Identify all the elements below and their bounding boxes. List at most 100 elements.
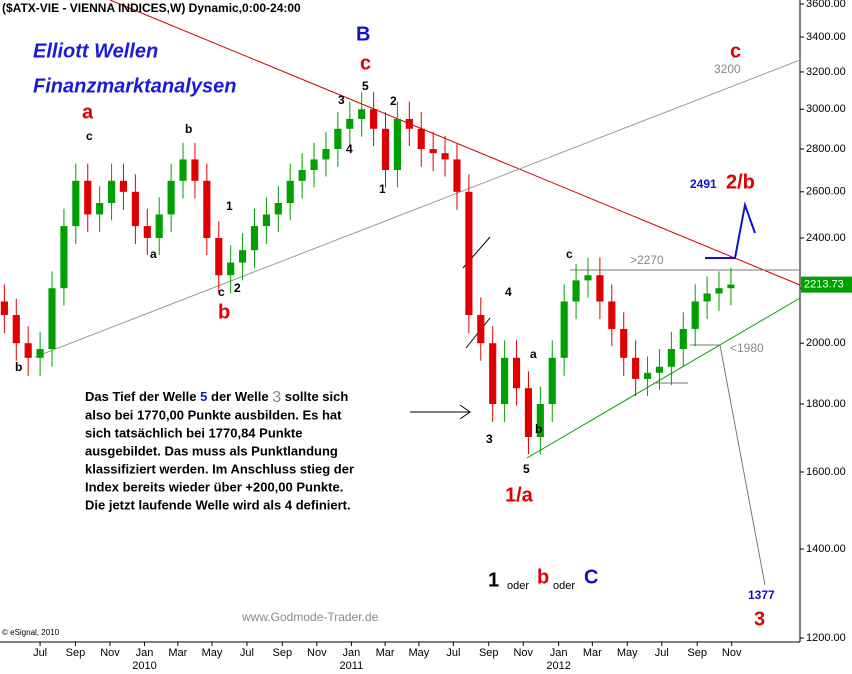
x-tick-label: Jul bbox=[655, 647, 669, 659]
candle-body bbox=[405, 118, 413, 129]
candle bbox=[60, 208, 68, 306]
candle-body bbox=[143, 226, 151, 238]
annotation: 3200 bbox=[714, 62, 741, 76]
candle-body bbox=[501, 357, 509, 405]
candle-body bbox=[691, 301, 699, 329]
annotation: C bbox=[584, 566, 598, 588]
annotation: B bbox=[356, 23, 370, 45]
trend-line bbox=[526, 297, 801, 459]
candle bbox=[489, 326, 497, 422]
candle-body bbox=[24, 343, 32, 358]
annotation: a bbox=[530, 347, 537, 361]
note-text: 5 bbox=[200, 389, 207, 404]
candle bbox=[334, 112, 342, 167]
candle bbox=[381, 112, 390, 188]
annotation: 2/b bbox=[726, 171, 755, 193]
candle bbox=[119, 163, 128, 210]
candle bbox=[536, 386, 544, 455]
annotation: www.Godmode-Trader.de bbox=[241, 610, 379, 624]
candle-body bbox=[441, 153, 449, 160]
note-text: 3 bbox=[272, 389, 281, 406]
annotation: 1/a bbox=[505, 484, 534, 506]
annotation: 3 bbox=[486, 432, 493, 446]
candle bbox=[596, 257, 604, 320]
candle bbox=[643, 356, 652, 397]
x-tick-label: May bbox=[617, 647, 638, 659]
candle-body bbox=[0, 301, 8, 316]
note-text: Die jetzt laufende Welle wird als 4 defi… bbox=[85, 497, 351, 512]
candle-body bbox=[227, 262, 235, 276]
candle bbox=[298, 153, 306, 199]
y-tick-label: 2800.00 bbox=[806, 143, 846, 155]
candle-body bbox=[429, 149, 437, 154]
candle bbox=[203, 163, 211, 256]
candle bbox=[322, 131, 330, 177]
candle-body bbox=[84, 180, 92, 215]
y-tick-label: 1200.00 bbox=[806, 632, 846, 644]
candle-body bbox=[584, 275, 592, 281]
candle bbox=[155, 197, 163, 256]
note-text: Das Tief der Welle bbox=[85, 389, 197, 404]
annotation: Finanzmarktanalysen bbox=[33, 75, 236, 97]
projection-line bbox=[719, 344, 766, 586]
candle bbox=[667, 331, 675, 386]
x-year-label: 2012 bbox=[546, 660, 570, 672]
candle bbox=[703, 276, 711, 320]
candle bbox=[417, 112, 425, 167]
candle bbox=[262, 197, 270, 245]
annotation: 1 bbox=[379, 182, 386, 196]
annotation: b bbox=[535, 422, 542, 436]
candle-body bbox=[191, 159, 199, 181]
candle bbox=[12, 298, 20, 361]
annotation: 4 bbox=[505, 285, 512, 299]
candle-body bbox=[36, 349, 44, 358]
annotation: oder bbox=[507, 580, 529, 592]
candle-body bbox=[381, 128, 390, 171]
candle bbox=[250, 208, 259, 268]
candle-body bbox=[12, 315, 20, 344]
y-tick-label: 3200.00 bbox=[806, 66, 846, 78]
candle-body bbox=[679, 328, 687, 350]
candle-body bbox=[346, 118, 354, 129]
candle bbox=[727, 267, 735, 306]
candle bbox=[227, 245, 235, 294]
x-tick-label: Sep bbox=[687, 647, 707, 659]
candle-body bbox=[107, 180, 116, 204]
candle bbox=[465, 174, 473, 334]
annotation: c bbox=[566, 247, 573, 261]
x-tick-label: Nov bbox=[100, 647, 120, 659]
candle bbox=[453, 142, 461, 210]
y-tick-label: 3400.00 bbox=[806, 31, 846, 43]
candle-body bbox=[489, 343, 497, 405]
candle-body bbox=[310, 159, 318, 171]
annotation: c bbox=[360, 52, 371, 74]
x-year-label: 2011 bbox=[340, 660, 364, 672]
x-tick-label: Jul bbox=[33, 647, 47, 659]
candle bbox=[370, 92, 378, 146]
candle bbox=[274, 186, 282, 233]
note-text: klassifiziert werden. Im Anschluss stieg… bbox=[85, 461, 354, 476]
annotation: 4 bbox=[346, 142, 353, 156]
x-tick-label: Mar bbox=[376, 647, 395, 659]
candle bbox=[179, 142, 187, 199]
candle bbox=[346, 101, 354, 146]
candle bbox=[632, 340, 640, 397]
note-text: ausgebildet. Das muss als Punktlandung bbox=[85, 443, 338, 458]
x-tick-label: Jul bbox=[446, 647, 460, 659]
last-price-box bbox=[801, 276, 852, 293]
candle bbox=[512, 340, 521, 406]
candle-body bbox=[131, 191, 139, 227]
candle bbox=[548, 340, 556, 422]
candle-body bbox=[465, 191, 473, 316]
candle bbox=[405, 101, 413, 146]
candle bbox=[286, 163, 294, 221]
candle-body bbox=[262, 214, 270, 227]
x-tick-label: May bbox=[408, 647, 429, 659]
annotation: a bbox=[150, 247, 157, 261]
x-tick-label: Jul bbox=[240, 647, 254, 659]
candle bbox=[655, 349, 664, 390]
candle bbox=[143, 208, 151, 256]
candle-body bbox=[203, 180, 211, 238]
x-tick-label: Nov bbox=[513, 647, 533, 659]
